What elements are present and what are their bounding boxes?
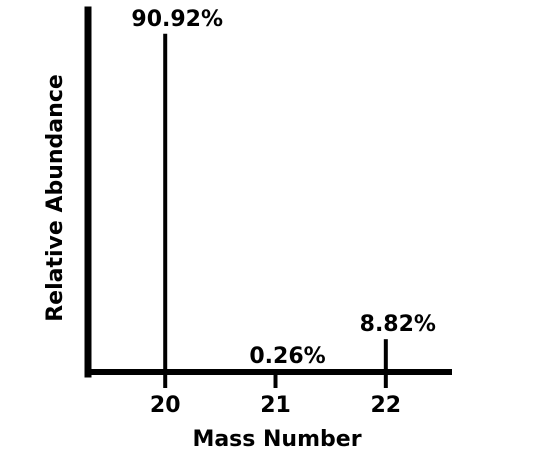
spectrum-peaks	[163, 33, 388, 372]
data-label-21: 0.26%	[249, 344, 325, 369]
x-axis-title: Mass Number	[192, 427, 361, 452]
x-tick-label-20: 20	[150, 393, 181, 418]
x-tick-label-22: 22	[371, 393, 402, 418]
x-tick-labels: 20 21 22	[150, 393, 401, 418]
peak-data-labels: 90.92% 0.26% 8.82%	[131, 7, 436, 369]
data-label-20: 90.92%	[131, 7, 223, 32]
x-tick-label-21: 21	[260, 393, 291, 418]
data-label-22: 8.82%	[360, 312, 436, 337]
y-axis-title: Relative Abundance	[43, 74, 68, 322]
x-tick-marks	[163, 372, 388, 388]
